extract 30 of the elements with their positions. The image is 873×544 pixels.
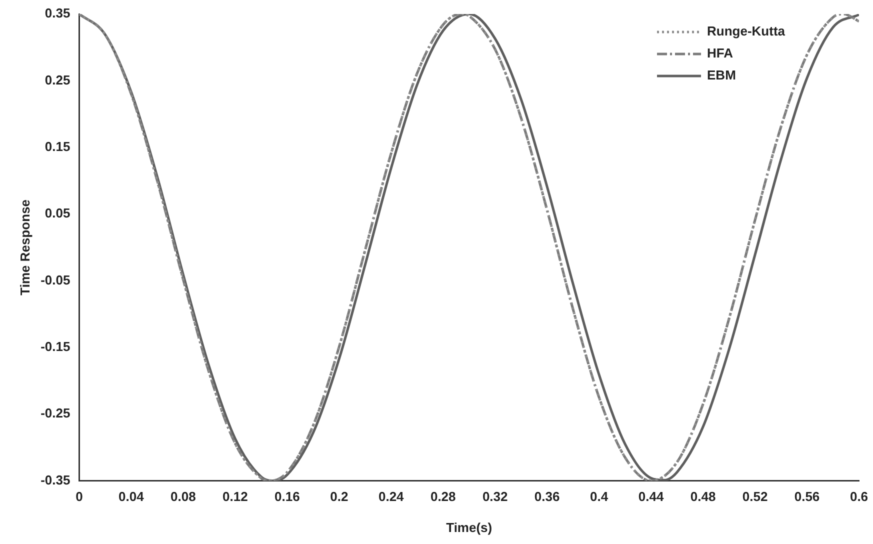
x-tick-label: 0.24 (378, 489, 405, 504)
x-tick-label: 0.32 (482, 489, 508, 504)
x-tick-label: 0.52 (742, 489, 768, 504)
line-series (79, 14, 859, 481)
legend-label: Runge-Kutta (707, 24, 786, 39)
legend-label: EBM (707, 68, 736, 83)
y-axis-title: Time Response (17, 199, 32, 296)
y-tick-label: 0.25 (44, 72, 70, 88)
y-tick-label: 0.05 (44, 206, 70, 221)
y-tick-label: -0.35 (40, 472, 70, 488)
x-tick-label: 0.36 (534, 489, 560, 504)
x-tick-label: 0.56 (794, 489, 820, 504)
x-tick-label: 0.16 (274, 489, 300, 504)
x-tick-label: 0.08 (170, 489, 196, 504)
x-tick-label: 0 (76, 489, 83, 504)
x-tick-label: 0.4 (590, 489, 609, 504)
y-tick-label: -0.15 (40, 339, 70, 354)
x-tick-label: 0.44 (638, 489, 664, 504)
x-tick-label: 0.48 (690, 489, 716, 504)
x-tick-label: 0.04 (118, 489, 145, 504)
x-tick-label: 0.6 (850, 489, 868, 504)
y-tick-label: -0.25 (40, 406, 70, 421)
x-tick-label: 0.2 (330, 489, 348, 504)
y-tick-label: 0.35 (44, 6, 70, 21)
legend-label: HFA (707, 46, 734, 61)
x-tick-label: 0.28 (430, 489, 456, 504)
y-tick-label: -0.05 (40, 272, 70, 288)
x-axis-title: Time(s) (446, 520, 492, 535)
x-tick-label: 0.12 (222, 489, 248, 504)
y-tick-label: 0.15 (44, 138, 70, 154)
